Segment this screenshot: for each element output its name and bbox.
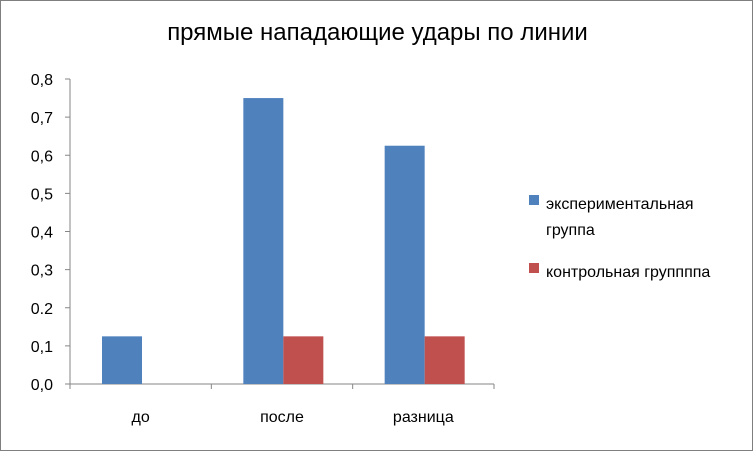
y-tick-label: 0,5 <box>31 186 53 203</box>
bar <box>243 98 284 384</box>
legend-label: экспериментальная группа <box>546 196 694 239</box>
chart-title: прямые нападающие удары по линии <box>167 19 588 46</box>
legend-swatch <box>529 263 539 273</box>
y-tick-label: 0,8 <box>31 72 53 89</box>
bar <box>384 145 425 384</box>
y-tick-label: 0,4 <box>31 225 53 242</box>
legend-swatch <box>529 195 539 205</box>
x-category-label: разница <box>393 409 454 426</box>
y-tick-label: 0,0 <box>31 377 53 394</box>
x-category-label: до <box>132 409 150 426</box>
y-tick-label: 0,3 <box>31 263 53 280</box>
y-tick-label: 0,7 <box>31 110 53 127</box>
y-tick-label: 0,1 <box>31 339 53 356</box>
bar <box>102 336 142 384</box>
y-tick-label: 0,6 <box>31 148 53 165</box>
x-category-label: после <box>260 409 304 426</box>
legend-label: контрольная группппа <box>546 264 710 281</box>
y-tick-label: 0.2 <box>31 301 53 318</box>
bar <box>424 336 465 384</box>
bar <box>283 336 324 384</box>
